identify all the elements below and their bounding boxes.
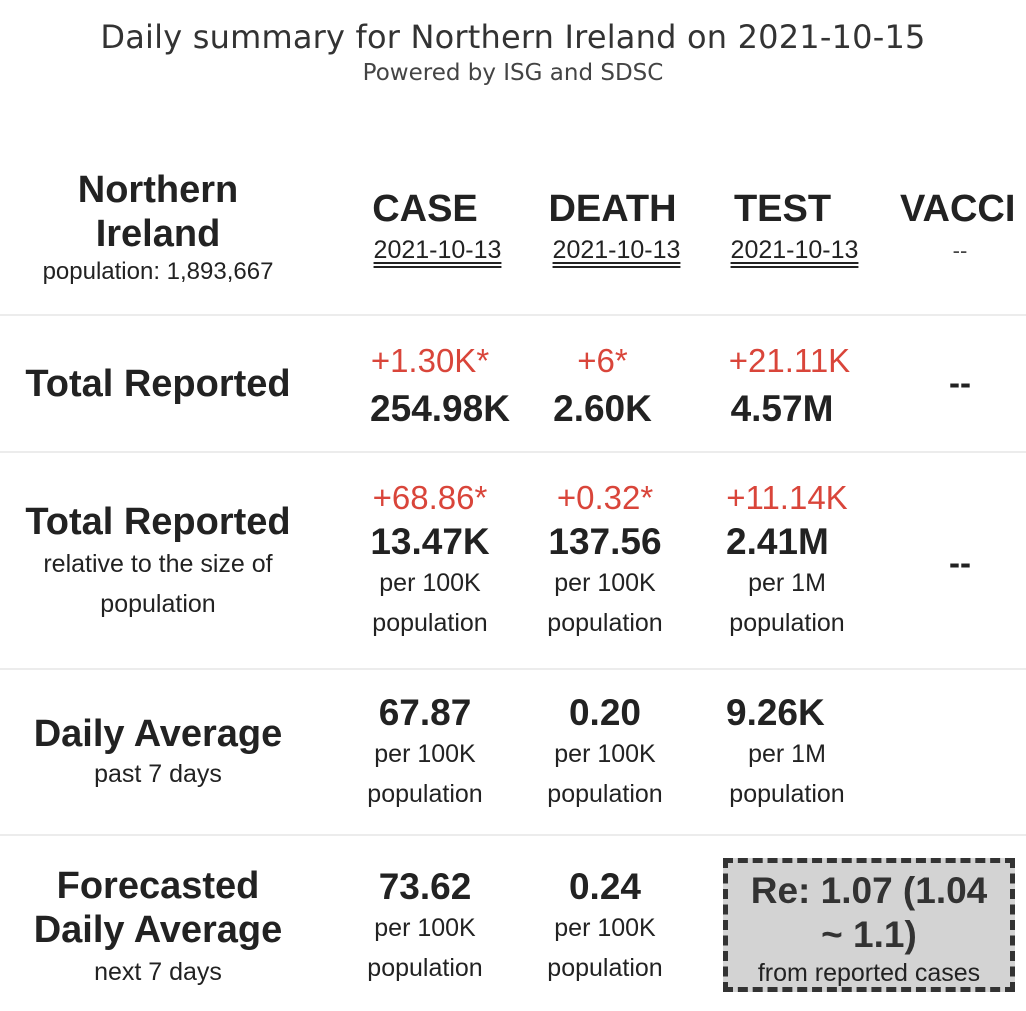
re-estimate-box: Re: 1.07 (1.04 ~ 1.1) from reported case… <box>723 858 1015 992</box>
death-average-unit2: population <box>547 780 663 808</box>
test-average-unit2: population <box>729 780 845 808</box>
test-average-unit: per 1M <box>748 740 826 768</box>
row-label-daily-average-sub: past 7 days <box>94 760 222 788</box>
death-relative-cell: +0.32* 137.56 per 100K population <box>530 479 680 643</box>
case-relative-value: 13.47K <box>370 521 490 562</box>
test-average-value: 9.26K <box>726 692 825 733</box>
column-title-test: TEST <box>733 188 832 230</box>
test-relative-unit2: population <box>729 609 845 637</box>
case-total-delta: +1.30K* <box>370 342 490 379</box>
column-title-case: CASE <box>372 188 478 230</box>
column-header-death: DEATH <box>530 188 695 231</box>
page-title: Daily summary for Northern Ireland on 20… <box>100 18 926 56</box>
column-header-vaccine: VACCI <box>900 188 1026 231</box>
column-date-case: 2021-10-13 <box>373 236 502 264</box>
row-label-relative-title: Total Reported <box>25 501 291 543</box>
re-estimate-value-line1: Re: 1.07 (1.04 <box>750 870 988 911</box>
case-total-value: 254.98K <box>370 388 510 429</box>
region-population: population: 1,893,667 <box>42 258 274 285</box>
row-label-relative-sub1: relative to the size of <box>43 550 273 578</box>
region-name-line2: Ireland <box>95 213 221 255</box>
row-label-relative-sub2: population <box>100 590 216 618</box>
column-title-death: DEATH <box>548 188 677 230</box>
test-total-value: 4.57M <box>730 388 834 429</box>
test-average-cell: 9.26K per 1M population <box>712 692 862 814</box>
column-title-vaccine: VACCI <box>900 188 1016 230</box>
column-header-case: CASE <box>345 188 505 231</box>
death-total-delta: +6* <box>577 342 628 379</box>
death-relative-unit2: population <box>547 609 663 637</box>
column-date-test: 2021-10-13 <box>730 236 859 264</box>
row-label-forecast-sub: next 7 days <box>94 958 222 986</box>
page-subtitle: Powered by ISG and SDSC <box>362 60 664 86</box>
case-average-cell: 67.87 per 100K population <box>355 692 495 814</box>
death-forecast-value: 0.24 <box>568 866 641 907</box>
test-relative-cell: +11.14K 2.41M per 1M population <box>712 479 862 643</box>
death-average-value: 0.20 <box>568 692 641 733</box>
case-forecast-value: 73.62 <box>378 866 472 907</box>
column-header-test: TEST <box>705 188 860 231</box>
death-forecast-unit: per 100K <box>554 914 656 942</box>
test-relative-unit: per 1M <box>748 569 826 597</box>
death-forecast-unit2: population <box>547 954 663 982</box>
death-average-cell: 0.20 per 100K population <box>530 692 680 814</box>
vaccine-relative-value: -- <box>949 544 971 581</box>
row-label-daily-average: Daily Average past 7 days <box>0 712 316 792</box>
re-estimate-note: from reported cases <box>757 959 981 987</box>
column-date-vaccine: -- <box>952 238 968 263</box>
death-total-value: 2.60K <box>553 388 652 429</box>
death-relative-value: 137.56 <box>548 521 662 562</box>
case-relative-delta: +68.86* <box>372 479 488 516</box>
row-label-forecast: Forecasted Daily Average next 7 days <box>0 864 316 992</box>
case-average-unit2: population <box>367 780 483 808</box>
region-name-line1: Northern <box>77 169 239 211</box>
vaccine-total-value: -- <box>949 364 971 401</box>
row-label-forecast-title1: Forecasted <box>56 865 260 907</box>
row-label-total-reported: Total Reported <box>25 363 291 405</box>
case-forecast-unit2: population <box>367 954 483 982</box>
case-relative-cell: +68.86* 13.47K per 100K population <box>355 479 505 643</box>
death-relative-unit: per 100K <box>554 569 656 597</box>
test-total-delta: +21.11K <box>728 342 851 379</box>
case-relative-unit2: population <box>372 609 488 637</box>
death-relative-delta: +0.32* <box>556 479 654 516</box>
test-relative-value: 2.41M <box>726 521 829 562</box>
case-average-unit: per 100K <box>374 740 476 768</box>
test-relative-delta: +11.14K <box>726 479 848 516</box>
row-divider <box>0 451 1026 453</box>
row-label-daily-average-title: Daily Average <box>33 713 283 755</box>
case-forecast-unit: per 100K <box>374 914 476 942</box>
region-header: Northern Ireland population: 1,893,667 <box>0 168 316 288</box>
row-divider <box>0 834 1026 836</box>
re-estimate-value-line2: ~ 1.1) <box>821 914 917 955</box>
row-label-forecast-title2: Daily Average <box>33 909 283 951</box>
case-forecast-cell: 73.62 per 100K population <box>355 866 495 988</box>
death-forecast-cell: 0.24 per 100K population <box>530 866 680 988</box>
case-average-value: 67.87 <box>378 692 472 733</box>
row-divider <box>0 314 1026 316</box>
row-divider <box>0 668 1026 670</box>
death-average-unit: per 100K <box>554 740 656 768</box>
case-relative-unit: per 100K <box>379 569 481 597</box>
row-label-relative: Total Reported relative to the size of p… <box>0 500 316 624</box>
column-date-death: 2021-10-13 <box>552 236 681 264</box>
re-estimate-value: Re: 1.07 (1.04 ~ 1.1) <box>728 863 1010 957</box>
